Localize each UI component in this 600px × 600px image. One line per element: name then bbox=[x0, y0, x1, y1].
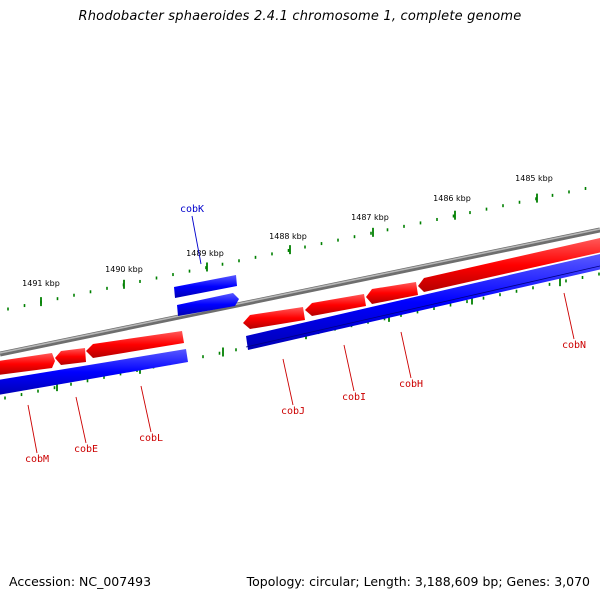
gene-arrow-cobJ[interactable] bbox=[243, 307, 305, 329]
gene-label-cobK[interactable]: cobK bbox=[180, 204, 204, 215]
gene-label-cobN[interactable]: cobN bbox=[562, 340, 586, 351]
kbp-label: 1489 kbp bbox=[186, 249, 224, 258]
genome-backbone bbox=[0, 227, 600, 357]
kbp-label: 1491 kbp bbox=[22, 279, 60, 288]
reverse-strand-genes bbox=[0, 254, 600, 395]
gene-leader-line bbox=[400, 331, 412, 379]
kbp-label: 1487 kbp bbox=[351, 213, 389, 222]
gene-label-cobI[interactable]: cobI bbox=[342, 392, 366, 403]
gene-label-cobE[interactable]: cobE bbox=[74, 444, 98, 455]
gene-arrow-cobL[interactable] bbox=[86, 331, 184, 358]
gene-leader-line bbox=[140, 385, 152, 433]
gene-arrow-reverse[interactable] bbox=[0, 349, 188, 395]
gene-leader-line bbox=[282, 358, 294, 406]
gene-leader-line bbox=[563, 292, 575, 340]
scale-ticks-upper bbox=[7, 186, 587, 311]
gene-label-cobL[interactable]: cobL bbox=[139, 433, 163, 444]
gene-leader-line bbox=[343, 344, 355, 392]
kbp-label: 1485 kbp bbox=[515, 174, 553, 183]
topology-text: Topology: circular; Length: 3,188,609 bp… bbox=[246, 574, 590, 589]
map-title: Rhodobacter sphaeroides 2.4.1 chromosome… bbox=[78, 9, 522, 24]
kbp-label: 1486 kbp bbox=[433, 194, 471, 203]
gene-leader-line bbox=[75, 396, 87, 444]
gene-label-cobH[interactable]: cobH bbox=[399, 379, 423, 390]
gene-leader-line bbox=[27, 404, 38, 454]
gene-arrow-cobH[interactable] bbox=[366, 282, 418, 304]
gene-arrow-cobM[interactable] bbox=[0, 353, 55, 375]
kbp-label: 1488 kbp bbox=[269, 232, 307, 241]
gene-label-cobJ[interactable]: cobJ bbox=[281, 406, 305, 417]
gene-arrow-reverse[interactable] bbox=[246, 254, 600, 350]
gene-arrow-cobE[interactable] bbox=[55, 348, 86, 365]
kbp-label: 1490 kbp bbox=[105, 265, 143, 274]
gene-arrow-reverse[interactable] bbox=[177, 293, 239, 316]
gene-arrow-cobK[interactable] bbox=[174, 275, 237, 298]
gene-arrow-cobI[interactable] bbox=[305, 294, 366, 316]
gene-arrow-cobN[interactable] bbox=[418, 238, 600, 292]
accession-text: Accession: NC_007493 bbox=[9, 574, 152, 589]
kbp-labels: 1491 kbp 1490 kbp 1489 kbp 1488 kbp 1487 kbp… bbox=[22, 174, 553, 288]
gene-leader-line bbox=[191, 215, 202, 265]
gene-labels: cobK cobM cobE cobL cobJ cobI cobH cobN bbox=[25, 204, 586, 465]
gene-label-cobM[interactable]: cobM bbox=[25, 454, 49, 465]
forward-strand-genes bbox=[0, 238, 600, 375]
